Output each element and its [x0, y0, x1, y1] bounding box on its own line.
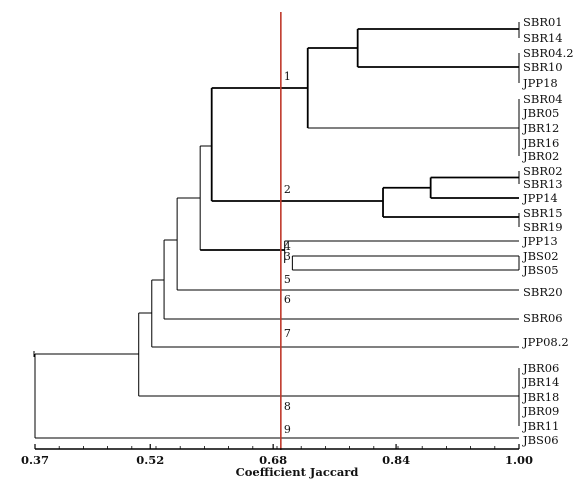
leaf-label: SBR04	[523, 92, 563, 106]
leaf-label: JBS05	[522, 263, 559, 277]
leaf-label: JPP13	[522, 234, 558, 248]
leaf-label: SBR06	[523, 311, 563, 325]
cluster-label: 9	[284, 423, 291, 436]
cluster-labels: 1 2 34 5 6 7 8 9	[284, 70, 291, 436]
leaf-label: JBR16	[522, 136, 559, 150]
leaf-label: JBR02	[522, 149, 559, 163]
leaf-label: JBR11	[522, 419, 559, 433]
leaf-label: JBR06	[522, 361, 559, 375]
leaf-label: JBR05	[522, 106, 559, 120]
x-tick-label: 0.37	[21, 453, 49, 467]
cluster-label: 1	[284, 70, 291, 83]
leaf-label: SBR02	[523, 164, 563, 178]
dendrogram-branches	[33, 22, 520, 439]
cluster-label: 6	[284, 293, 291, 306]
leaf-label: JBR14	[522, 375, 559, 389]
leaf-label: JBS02	[522, 249, 559, 263]
cluster-label: 2	[284, 183, 291, 196]
cluster-label: 7	[284, 327, 291, 340]
leaf-label: SBR14	[523, 31, 563, 45]
leaf-label: JBR18	[522, 390, 559, 404]
cluster-label: 3	[284, 250, 291, 263]
leaf-label: JBS06	[522, 433, 559, 447]
leaf-label: SBR01	[523, 15, 563, 29]
x-tick-label: 0.68	[259, 453, 287, 467]
leaf-label: SBR20	[523, 285, 563, 299]
x-tick-label: 1.00	[505, 453, 533, 467]
leaf-label: SBR13	[523, 177, 563, 191]
leaf-label: JPP08.2	[522, 335, 569, 349]
cluster-label: 4	[284, 240, 291, 253]
leaf-label: SBR04.2	[523, 46, 574, 60]
cluster-label: 8	[284, 400, 291, 413]
leaf-labels: SBR01SBR14SBR04.2SBR10JPP18SBR04JBR05JBR…	[522, 15, 574, 447]
cluster-label: 5	[284, 273, 291, 286]
x-tick-label: 0.52	[136, 453, 164, 467]
x-axis-title: Coefficient Jaccard	[236, 465, 359, 479]
x-tick-label: 0.84	[382, 453, 410, 467]
leaf-label: SBR15	[523, 206, 563, 220]
x-axis: 0.37 0.52 0.68 0.84 1.00	[21, 444, 533, 467]
leaf-label: SBR19	[523, 220, 563, 234]
leaf-label: JPP18	[522, 76, 558, 90]
leaf-label: JPP14	[522, 191, 558, 205]
leaf-label: SBR10	[523, 60, 563, 74]
leaf-label: JBR12	[522, 121, 559, 135]
leaf-label: JBR09	[522, 404, 559, 418]
